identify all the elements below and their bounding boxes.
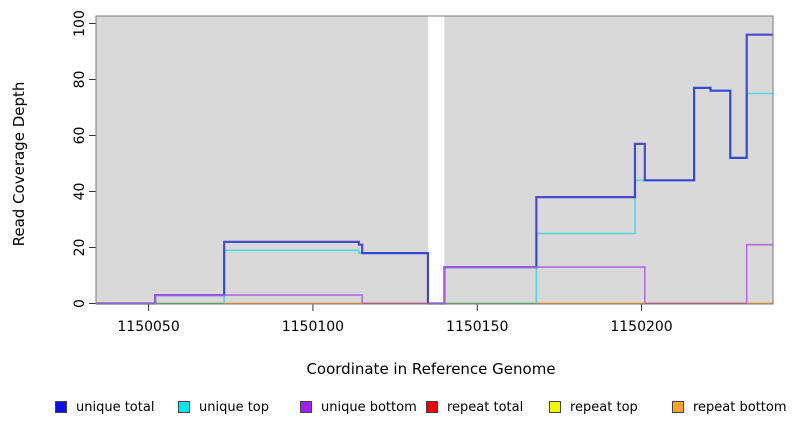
legend-item-unique-top: unique top	[178, 398, 269, 416]
legend-item-unique-bottom: unique bottom	[300, 398, 417, 416]
legend-swatch-repeat-bottom	[672, 401, 684, 413]
y-tick-label: 80	[72, 71, 88, 89]
y-tick-label: 100	[72, 10, 88, 37]
x-tick-label: 1150200	[610, 319, 672, 335]
legend-item-repeat-total: repeat total	[426, 398, 523, 416]
series-line-unique-bottom	[96, 243, 773, 305]
x-tick-label: 1150100	[282, 319, 344, 335]
x-axis-title: Coordinate in Reference Genome	[306, 360, 556, 378]
y-tick-label: 20	[72, 239, 88, 257]
plot-frame	[95, 15, 774, 305]
y-axis-title: Read Coverage Depth	[10, 81, 28, 247]
legend-swatch-unique-bottom	[300, 401, 312, 413]
y-tick-label: 0	[72, 299, 88, 308]
legend-item-repeat-bottom: repeat bottom	[672, 398, 787, 416]
x-tick-label: 1150150	[446, 319, 508, 335]
legend-label: repeat total	[447, 399, 524, 415]
legend-swatch-unique-total	[55, 401, 67, 413]
no-data-gap-band	[427, 16, 445, 304]
series-line-unique-total	[96, 33, 773, 305]
legend-swatch-repeat-total	[426, 401, 438, 413]
x-tick-label: 1150050	[117, 319, 179, 335]
y-tick-label: 60	[72, 127, 88, 145]
legend-item-repeat-top: repeat top	[549, 398, 638, 416]
legend-label: repeat bottom	[693, 399, 787, 415]
legend-swatch-repeat-top	[549, 401, 561, 413]
legend-swatch-unique-top	[178, 401, 190, 413]
legend-label: unique top	[199, 399, 270, 415]
y-tick-label: 40	[72, 183, 88, 201]
legend-label: unique total	[76, 399, 155, 415]
legend: unique total unique top unique bottom repea…	[0, 398, 792, 420]
legend-item-unique-total: unique total	[55, 398, 154, 416]
legend-label: unique bottom	[321, 399, 417, 415]
legend-label: repeat top	[570, 399, 638, 415]
